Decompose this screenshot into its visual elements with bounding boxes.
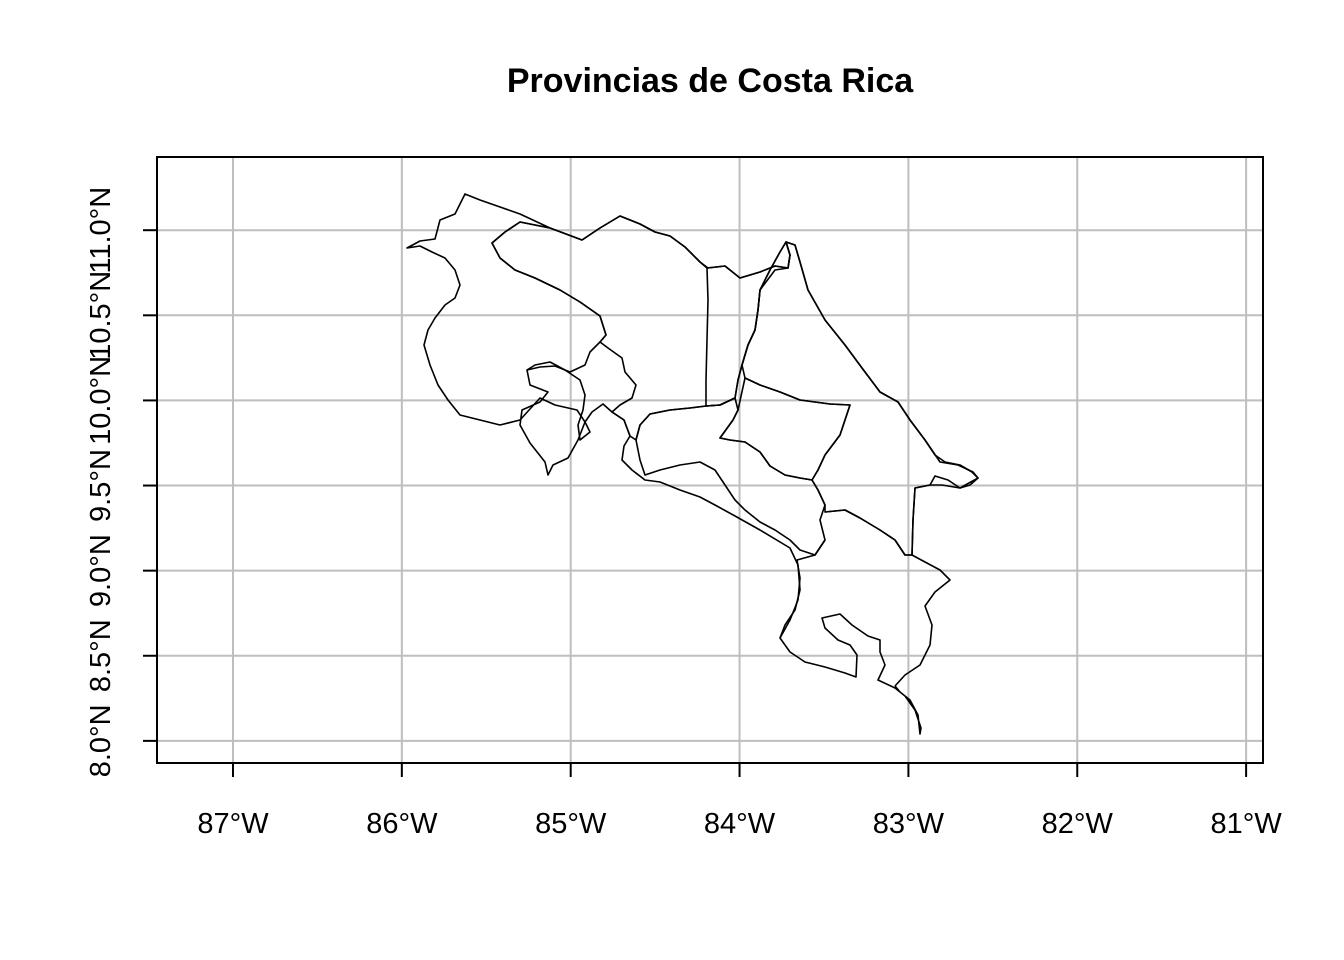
y-tick-label: 9.5°N [85,449,117,522]
x-tick-label: 83°W [873,808,945,840]
x-tick-label: 84°W [704,808,776,840]
province-san-jose [635,397,826,556]
province-guanacaste [406,193,708,476]
y-tick-label: 9.0°N [85,534,117,607]
x-tick-label: 86°W [366,808,438,840]
province-limon [785,241,979,687]
x-tick-label: 87°W [197,808,269,840]
y-tick-label: 10.5°N [85,271,117,360]
province-puntarenas-north [526,361,922,735]
y-tick-label: 8.5°N [85,619,117,692]
x-tick-label: 81°W [1210,808,1282,840]
y-tick-label: 11.0°N [85,187,117,274]
axis-tick-labels: 87°W 86°W 85°W 84°W 83°W 82°W 81°W 8.0°N 8.5°N 9.… [85,187,1282,840]
province-cartago [741,241,979,556]
province-boundaries [406,193,979,735]
province-heredia [705,241,851,481]
axis-ticks [143,229,1248,777]
x-tick-label: 82°W [1042,808,1114,840]
province-alajuela [491,215,791,441]
chart-title: Provincias de Costa Rica [507,62,914,100]
y-tick-label: 8.0°N [85,704,117,777]
plot-frame [156,156,1264,764]
y-tick-label: 10.0°N [85,356,117,445]
province-puntarenas-south [779,509,912,639]
grid-layer [157,157,1263,763]
x-tick-label: 85°W [535,808,607,840]
